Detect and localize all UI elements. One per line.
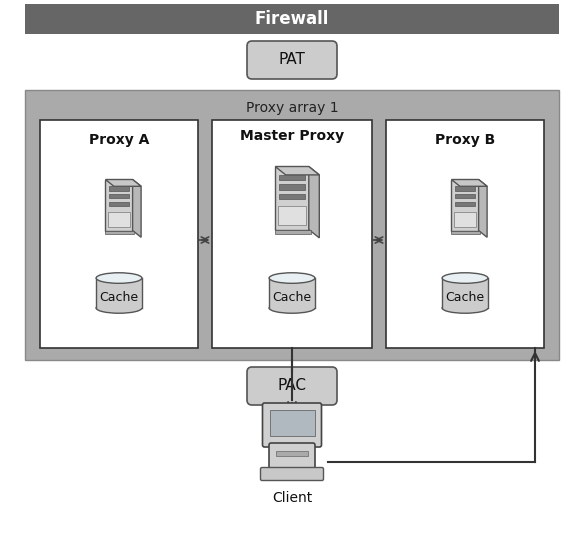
Bar <box>279 206 305 225</box>
FancyBboxPatch shape <box>262 403 322 447</box>
Bar <box>442 278 488 308</box>
Bar <box>269 278 315 308</box>
Bar <box>105 230 134 234</box>
Ellipse shape <box>96 302 142 313</box>
Bar <box>279 184 305 190</box>
Bar <box>455 201 475 206</box>
Bar <box>40 120 198 348</box>
FancyBboxPatch shape <box>247 41 337 79</box>
FancyBboxPatch shape <box>260 468 324 480</box>
Text: Master Proxy: Master Proxy <box>240 129 344 143</box>
Bar <box>279 194 305 199</box>
Text: PAT: PAT <box>279 52 305 68</box>
Polygon shape <box>451 180 487 186</box>
Polygon shape <box>133 180 141 237</box>
Text: Cache: Cache <box>446 291 485 304</box>
FancyBboxPatch shape <box>269 443 315 469</box>
Polygon shape <box>105 180 141 186</box>
Bar <box>25 4 559 34</box>
Polygon shape <box>479 180 487 237</box>
Ellipse shape <box>269 302 315 313</box>
Bar <box>275 166 309 229</box>
Polygon shape <box>275 166 319 175</box>
Polygon shape <box>309 166 319 238</box>
Ellipse shape <box>442 302 488 313</box>
Text: PAC: PAC <box>277 378 307 393</box>
Bar <box>96 278 142 308</box>
Bar <box>275 229 311 234</box>
FancyBboxPatch shape <box>247 367 337 405</box>
Text: Proxy A: Proxy A <box>89 133 149 147</box>
Bar <box>386 120 544 348</box>
Bar <box>109 201 129 206</box>
Text: Proxy B: Proxy B <box>435 133 495 147</box>
Bar <box>105 180 133 230</box>
Bar <box>454 212 476 227</box>
Text: Firewall: Firewall <box>255 10 329 28</box>
Bar <box>276 451 308 456</box>
Text: Proxy array 1: Proxy array 1 <box>246 101 338 115</box>
Bar <box>451 230 480 234</box>
Bar <box>451 180 479 230</box>
Bar <box>269 410 315 436</box>
Text: Client: Client <box>272 491 312 505</box>
Ellipse shape <box>96 273 142 283</box>
Bar <box>279 175 305 180</box>
Bar <box>212 120 372 348</box>
Ellipse shape <box>269 273 315 283</box>
Bar <box>109 194 129 198</box>
Bar <box>455 194 475 198</box>
Text: Cache: Cache <box>99 291 138 304</box>
Bar <box>108 212 130 227</box>
Text: Cache: Cache <box>273 291 311 304</box>
Bar <box>109 186 129 190</box>
Bar <box>25 90 559 360</box>
Bar <box>455 186 475 190</box>
Ellipse shape <box>442 273 488 283</box>
